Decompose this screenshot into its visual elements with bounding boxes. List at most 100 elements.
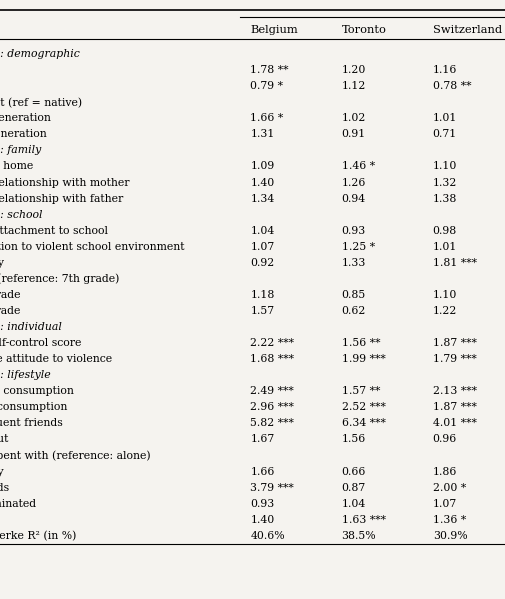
Text: Migrant (ref = native): Migrant (ref = native) [0,97,81,108]
Text: 1st generation: 1st generation [0,129,47,140]
Text: 1.38: 1.38 [432,193,456,204]
Text: 1.66: 1.66 [250,467,274,476]
Text: 1.87 ***: 1.87 *** [432,403,476,412]
Text: 1.02: 1.02 [341,113,365,123]
Text: 2.52 ***: 2.52 *** [341,403,385,412]
Text: Grade (reference: 7th grade): Grade (reference: 7th grade) [0,274,119,285]
Text: 1.25 *: 1.25 * [341,242,374,252]
Text: 1.36 *: 1.36 * [432,515,465,525]
Text: 1.67: 1.67 [250,434,274,444]
Text: 1.81 ***: 1.81 *** [432,258,476,268]
Text: Broken home: Broken home [0,162,33,171]
Text: 1.04: 1.04 [250,226,274,235]
Text: 9th grade: 9th grade [0,306,20,316]
Text: 1.63 ***: 1.63 *** [341,515,385,525]
Text: Goes out: Goes out [0,434,8,444]
Text: 38.5%: 38.5% [341,531,375,541]
Text: 1.32: 1.32 [432,177,456,187]
Text: 2.96 ***: 2.96 *** [250,403,294,412]
Text: 0.79 *: 0.79 * [250,81,283,91]
Text: Weak relationship with father: Weak relationship with father [0,193,123,204]
Text: 2nd generation: 2nd generation [0,113,51,123]
Text: 1.79 ***: 1.79 *** [432,354,475,364]
Text: 0.93: 0.93 [250,498,274,509]
Text: 1.40: 1.40 [250,177,274,187]
Text: 1.46 *: 1.46 * [341,162,374,171]
Text: 2.00 *: 2.00 * [432,483,465,492]
Text: 1.07: 1.07 [250,242,274,252]
Text: Truancy: Truancy [0,258,5,268]
Text: 0.85: 0.85 [341,290,365,300]
Text: Positive attitude to violence: Positive attitude to violence [0,354,112,364]
Text: 1.04: 1.04 [341,498,365,509]
Text: 1.16: 1.16 [432,65,456,75]
Text: Belgium: Belgium [250,25,297,35]
Text: Friends: Friends [0,483,9,492]
Text: 40.6%: 40.6% [250,531,284,541]
Text: Delinquent friends: Delinquent friends [0,418,62,428]
Text: 1.99 ***: 1.99 *** [341,354,384,364]
Text: 1.12: 1.12 [341,81,365,91]
Text: 1.22: 1.22 [432,306,456,316]
Text: 0.71: 0.71 [432,129,456,140]
Text: 1.56: 1.56 [341,434,365,444]
Text: 1.33: 1.33 [341,258,365,268]
Text: 1.09: 1.09 [250,162,274,171]
Text: Discriminated: Discriminated [0,498,36,509]
Text: Weak attachment to school: Weak attachment to school [0,226,107,235]
Text: 0.78 **: 0.78 ** [432,81,470,91]
Text: Switzerland: Switzerland [432,25,501,35]
Text: 1.57 **: 1.57 ** [341,386,379,396]
Text: 0.96: 0.96 [432,434,456,444]
Text: 0.91: 0.91 [341,129,365,140]
Text: 1.10: 1.10 [432,290,456,300]
Text: Drugs consumption: Drugs consumption [0,403,67,412]
Text: Time spent with (reference: alone): Time spent with (reference: alone) [0,450,150,461]
Text: Block 3: school: Block 3: school [0,210,43,220]
Text: Weak relationship with mother: Weak relationship with mother [0,177,129,187]
Text: 1.01: 1.01 [432,113,456,123]
Text: 0.62: 0.62 [341,306,365,316]
Text: 1.66 *: 1.66 * [250,113,283,123]
Text: 1.20: 1.20 [341,65,365,75]
Text: Low self-control score: Low self-control score [0,338,81,348]
Text: 1.40: 1.40 [250,515,274,525]
Text: 1.78 **: 1.78 ** [250,65,288,75]
Text: 5.82 ***: 5.82 *** [250,418,294,428]
Text: Block 2: family: Block 2: family [0,146,42,155]
Text: 0.94: 0.94 [341,193,365,204]
Text: 4.01 ***: 4.01 *** [432,418,476,428]
Text: 1.68 ***: 1.68 *** [250,354,294,364]
Text: 0.87: 0.87 [341,483,365,492]
Text: 1.57: 1.57 [250,306,274,316]
Text: 1.86: 1.86 [432,467,456,476]
Text: 0.66: 0.66 [341,467,365,476]
Text: Toronto: Toronto [341,25,386,35]
Text: 1.31: 1.31 [250,129,274,140]
Text: 1.34: 1.34 [250,193,274,204]
Text: 30.9%: 30.9% [432,531,466,541]
Text: 2.22 ***: 2.22 *** [250,338,294,348]
Text: 1.10: 1.10 [432,162,456,171]
Text: 1.01: 1.01 [432,242,456,252]
Text: Nagelkerke R² (in %): Nagelkerke R² (in %) [0,531,76,541]
Text: Alcohol consumption: Alcohol consumption [0,386,74,396]
Text: Exposition to violent school environment: Exposition to violent school environment [0,242,184,252]
Text: 1.26: 1.26 [341,177,365,187]
Text: 0.93: 0.93 [341,226,365,235]
Text: 3.79 ***: 3.79 *** [250,483,293,492]
Text: 0.92: 0.92 [250,258,274,268]
Text: 1.07: 1.07 [432,498,456,509]
Text: 6.34 ***: 6.34 *** [341,418,385,428]
Text: 2.49 ***: 2.49 *** [250,386,293,396]
Text: 1.56 **: 1.56 ** [341,338,379,348]
Text: 1.87 ***: 1.87 *** [432,338,476,348]
Text: Block 1: demographic: Block 1: demographic [0,49,80,59]
Text: Family: Family [0,467,4,476]
Text: Block 5: lifestyle: Block 5: lifestyle [0,370,51,380]
Text: 1.18: 1.18 [250,290,274,300]
Text: Block 4: individual: Block 4: individual [0,322,62,332]
Text: 0.98: 0.98 [432,226,456,235]
Text: 2.13 ***: 2.13 *** [432,386,476,396]
Text: 8th grade: 8th grade [0,290,21,300]
